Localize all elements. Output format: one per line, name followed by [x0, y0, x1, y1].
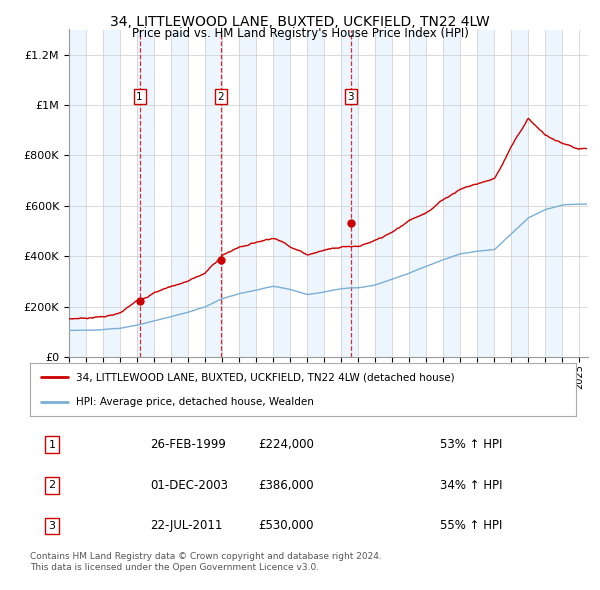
Bar [239, 30, 256, 357]
Text: 34% ↑ HPI: 34% ↑ HPI [439, 478, 502, 492]
Text: 22-JUL-2011: 22-JUL-2011 [150, 519, 223, 532]
Bar [511, 30, 529, 357]
Text: 01-DEC-2003: 01-DEC-2003 [150, 478, 228, 492]
Text: 34, LITTLEWOOD LANE, BUXTED, UCKFIELD, TN22 4LW: 34, LITTLEWOOD LANE, BUXTED, UCKFIELD, T… [110, 15, 490, 29]
Text: Contains HM Land Registry data © Crown copyright and database right 2024.
This d: Contains HM Land Registry data © Crown c… [30, 552, 382, 572]
Text: 1: 1 [136, 91, 143, 101]
Text: £530,000: £530,000 [259, 519, 314, 532]
Bar [171, 30, 188, 357]
Text: 53% ↑ HPI: 53% ↑ HPI [439, 438, 502, 451]
Bar [341, 30, 358, 357]
Bar [545, 30, 562, 357]
Bar [307, 30, 324, 357]
Text: 34, LITTLEWOOD LANE, BUXTED, UCKFIELD, TN22 4LW (detached house): 34, LITTLEWOOD LANE, BUXTED, UCKFIELD, T… [76, 372, 455, 382]
Text: 3: 3 [49, 521, 55, 531]
Bar [409, 30, 427, 357]
Bar [375, 30, 392, 357]
Text: Price paid vs. HM Land Registry's House Price Index (HPI): Price paid vs. HM Land Registry's House … [131, 27, 469, 40]
Text: 26-FEB-1999: 26-FEB-1999 [150, 438, 226, 451]
Bar [137, 30, 154, 357]
Text: 1: 1 [49, 440, 55, 450]
Bar [443, 30, 460, 357]
Text: 2: 2 [48, 480, 55, 490]
Bar [478, 30, 494, 357]
Text: 2: 2 [217, 91, 224, 101]
Text: HPI: Average price, detached house, Wealden: HPI: Average price, detached house, Weal… [76, 396, 314, 407]
Text: £224,000: £224,000 [258, 438, 314, 451]
Bar [103, 30, 120, 357]
Bar [205, 30, 222, 357]
Bar [69, 30, 86, 357]
Text: 55% ↑ HPI: 55% ↑ HPI [439, 519, 502, 532]
Bar [273, 30, 290, 357]
Text: £386,000: £386,000 [258, 478, 314, 492]
Text: 3: 3 [347, 91, 354, 101]
